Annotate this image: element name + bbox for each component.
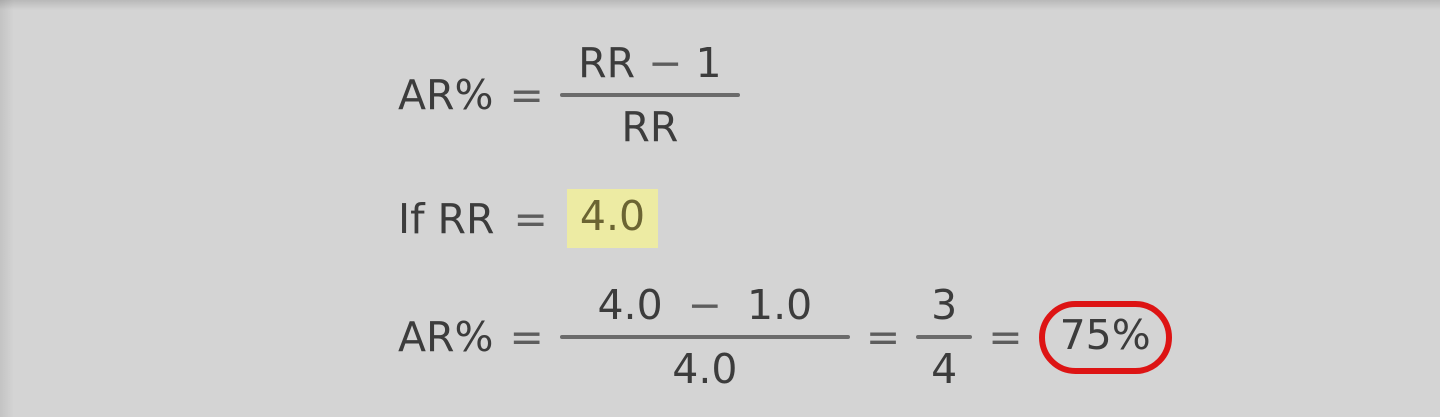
fraction-three-fourths: 3 4 xyxy=(916,280,973,394)
formula-lhs: AR% xyxy=(398,71,494,119)
equals-sign: = xyxy=(509,313,544,361)
fraction-denominator: RR xyxy=(615,102,684,152)
fraction-denominator: 4 xyxy=(925,344,963,394)
condition-prefix: If RR xyxy=(398,194,495,243)
equals-sign: = xyxy=(865,313,901,361)
fraction-denominator: 4.0 xyxy=(666,344,743,394)
numerator-right: 1 xyxy=(695,39,722,87)
fraction-calculation: 4.0 − 1.0 4.0 xyxy=(559,280,850,394)
condition-statement: If RR = 4.0 xyxy=(398,189,659,249)
denominator-value: 4.0 xyxy=(672,345,738,394)
denominator-value: RR xyxy=(621,103,679,152)
numerator-left: RR xyxy=(578,39,636,87)
fraction-numerator: 3 xyxy=(925,280,963,330)
minus-sign: − xyxy=(648,39,683,87)
fraction-numerator: RR − 1 xyxy=(572,38,727,88)
denominator-value: 4 xyxy=(931,345,958,394)
formula-lhs: AR% xyxy=(398,313,494,361)
fraction-rr-minus-1-over-rr: RR − 1 RR xyxy=(559,38,740,152)
numerator-value: 3 xyxy=(931,281,958,329)
highlighted-value: 4.0 xyxy=(566,189,659,249)
fraction-bar xyxy=(916,335,973,340)
fraction-numerator: 4.0 − 1.0 xyxy=(591,280,818,330)
result-value: 75% xyxy=(1059,310,1151,359)
result-circle: 75% xyxy=(1038,300,1172,374)
equals-sign: = xyxy=(988,313,1023,361)
minus-sign: − xyxy=(687,281,723,329)
numerator-right: 1.0 xyxy=(747,281,813,329)
fraction-bar xyxy=(559,335,850,340)
equals-sign: = xyxy=(509,71,544,119)
formula-ar-definition: AR% = RR − 1 RR xyxy=(398,38,740,152)
equals-sign: = xyxy=(513,194,548,243)
numerator-left: 4.0 xyxy=(597,281,663,329)
formula-calculation: AR% = 4.0 − 1.0 4.0 = 3 4 = 75% xyxy=(398,280,1172,394)
fraction-bar xyxy=(559,93,740,98)
